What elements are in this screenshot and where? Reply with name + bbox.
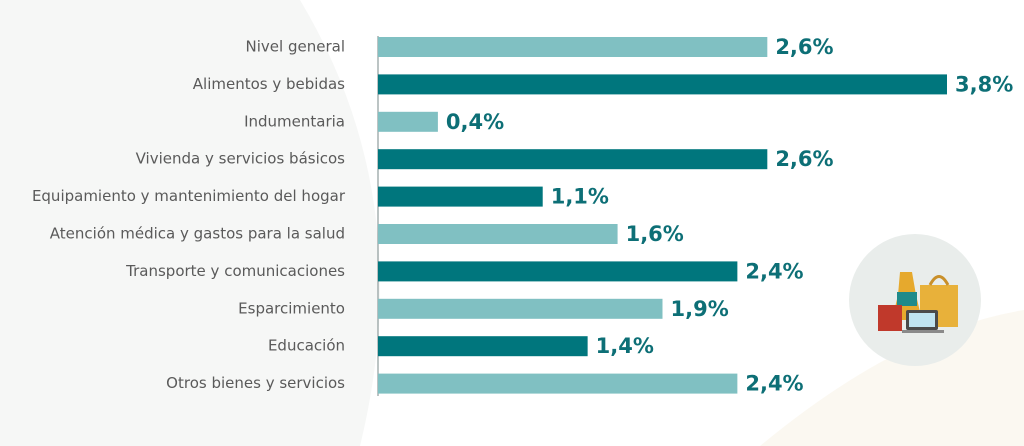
value-label: 1,1%: [551, 185, 609, 209]
category-label: Esparcimiento: [238, 299, 345, 317]
category-label: Vivienda y servicios básicos: [136, 150, 346, 168]
value-label: 2,6%: [775, 147, 833, 171]
bar: [378, 111, 438, 132]
category-label: Otros bienes y servicios: [166, 374, 345, 392]
bar: [378, 74, 947, 95]
category-label: Atención médica y gastos para la salud: [50, 225, 345, 243]
bar: [378, 298, 663, 319]
bar: [378, 336, 588, 357]
value-label: 3,8%: [955, 72, 1013, 96]
bar: [378, 186, 543, 207]
category-label: Transporte y comunicaciones: [125, 262, 345, 280]
value-label: 0,4%: [446, 110, 504, 134]
category-label: Alimentos y bebidas: [193, 75, 345, 93]
background-shape: [300, 0, 1024, 446]
category-label: Indumentaria: [244, 112, 345, 130]
category-label: Educación: [268, 337, 345, 355]
value-label: 2,4%: [745, 372, 803, 396]
bar: [378, 37, 768, 57]
value-label: 2,6%: [775, 35, 833, 59]
illustration: [849, 234, 981, 366]
value-label: 1,6%: [626, 222, 684, 246]
bar: [378, 149, 768, 170]
bar: [378, 373, 738, 394]
value-label: 1,4%: [596, 334, 654, 358]
value-label: 1,9%: [671, 297, 729, 321]
bar: [378, 224, 618, 244]
bar: [378, 261, 738, 282]
value-label: 2,4%: [745, 259, 803, 283]
category-label: Equipamiento y mantenimiento del hogar: [32, 187, 346, 205]
category-label: Nivel general: [246, 38, 345, 56]
